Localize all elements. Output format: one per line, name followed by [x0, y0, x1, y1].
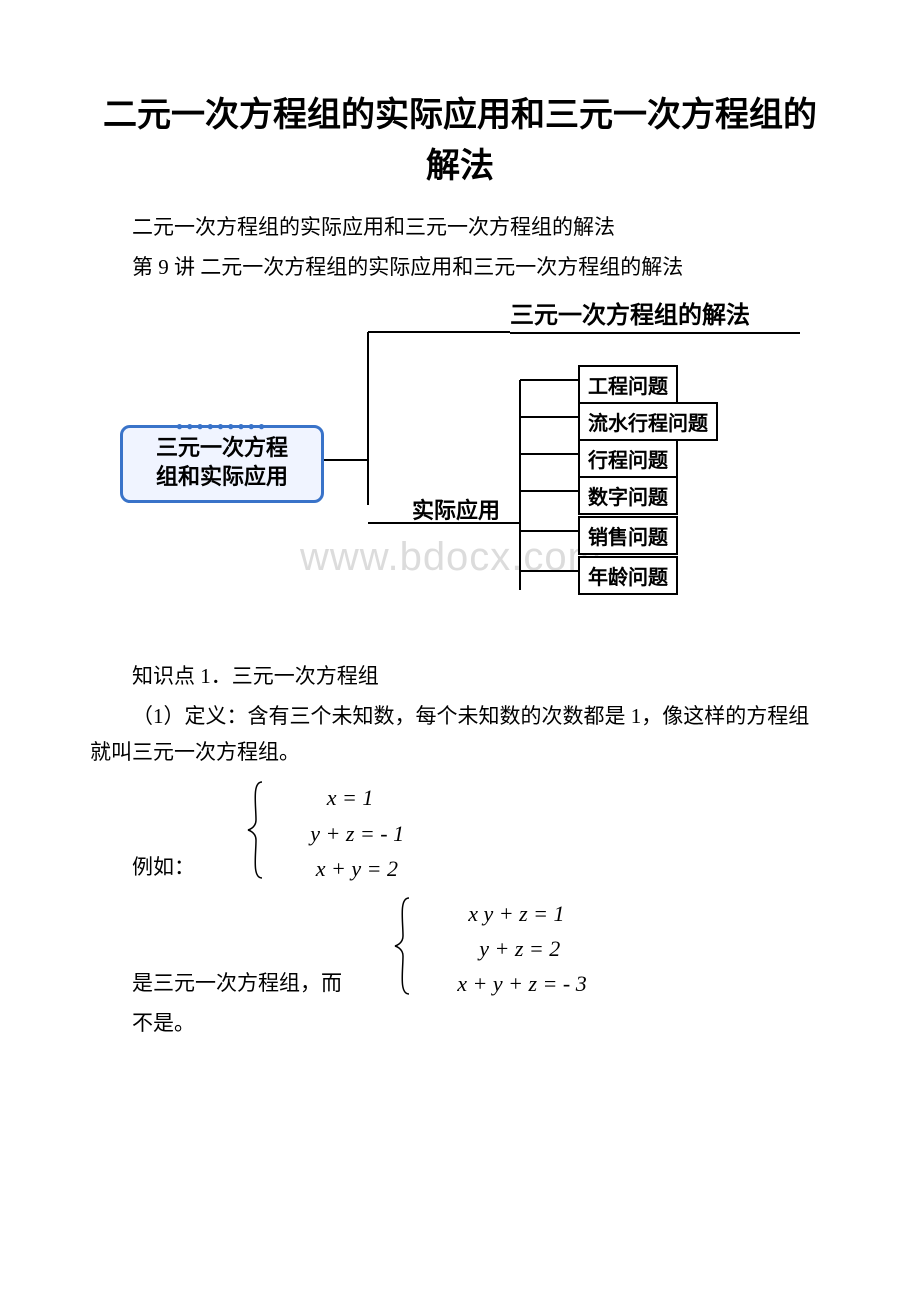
eq1-row2: y + z = - 1 — [268, 816, 404, 851]
box-dots-icon: ●●●●●●●●● — [123, 419, 321, 435]
lecture-para: 第 9 讲 二元一次方程组的实际应用和三元一次方程组的解法 — [90, 250, 830, 286]
equation-system-1: x = 1 y + z = - 1 x + y = 2 — [204, 780, 404, 886]
cat-streamflow: 流水行程问题 — [578, 402, 718, 441]
eq2-row2: y + z = 2 — [415, 931, 586, 966]
knowledge-definition: （1）定义：含有三个未知数，每个未知数的次数都是 1，像这样的方程组就叫三元一次… — [90, 699, 830, 770]
equation-system-2: x y + z = 1 y + z = 2 x + y + z = - 3 — [351, 896, 586, 1002]
knowledge-heading: 知识点 1．三元一次方程组 — [90, 659, 830, 695]
example-label: 例如： — [132, 855, 195, 879]
main-box-line2: 组和实际应用 — [156, 464, 288, 489]
cat-age: 年龄问题 — [578, 556, 678, 595]
main-topic-box: ●●●●●●●●● 三元一次方程 组和实际应用 — [120, 425, 324, 502]
eq2-row3: x + y + z = - 3 — [415, 966, 586, 1001]
concept-diagram: www.bdocx.com ●●●●●●●●● 三元一次方程 组和实际应用 — [90, 295, 830, 615]
cat-sales: 销售问题 — [578, 516, 678, 555]
example-line-1: 例如： x = 1 y + z = - 1 x + y = 2 — [90, 780, 830, 886]
eq1-row1: x = 1 — [268, 780, 404, 815]
mid-text: 是三元一次方程组，而 — [132, 971, 342, 995]
page-title: 二元一次方程组的实际应用和三元一次方程组的解法 — [90, 90, 830, 192]
page: 二元一次方程组的实际应用和三元一次方程组的解法 二元一次方程组的实际应用和三元一… — [0, 0, 920, 1085]
last-line: 不是。 — [90, 1006, 830, 1042]
eq1-row3: x + y = 2 — [268, 851, 404, 886]
subtitle-para: 二元一次方程组的实际应用和三元一次方程组的解法 — [90, 210, 830, 246]
cat-number: 数字问题 — [578, 476, 678, 515]
brace-icon — [246, 780, 266, 880]
cat-engineering: 工程问题 — [578, 365, 678, 404]
brace-icon — [393, 896, 413, 996]
main-box-line1: 三元一次方程 — [156, 435, 288, 460]
cat-travel: 行程问题 — [578, 439, 678, 478]
example-line-2: 是三元一次方程组，而 x y + z = 1 y + z = 2 x + y +… — [90, 896, 830, 1002]
eq2-row1: x y + z = 1 — [415, 896, 586, 931]
